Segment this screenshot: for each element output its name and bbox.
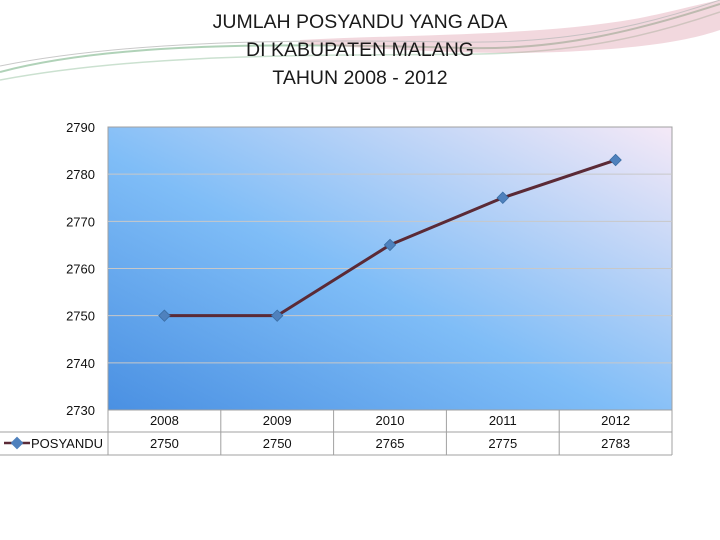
- legend-key-marker: [10, 436, 24, 450]
- y-tick-label-2740: 2740: [66, 356, 95, 371]
- y-tick-label-2790: 2790: [66, 120, 95, 135]
- y-tick-label-2730: 2730: [66, 403, 95, 418]
- table-value-2012: 2783: [601, 436, 630, 451]
- y-axis-tick-labels: 2730 2740 2750 2760 2770 2780 2790: [66, 120, 95, 418]
- data-point-2008: [158, 309, 171, 322]
- table-value-2011: 2775: [488, 436, 517, 451]
- chart-title: JUMLAH POSYANDU YANG ADA DI KABUPATEN MA…: [110, 8, 610, 92]
- decorative-swoosh-grey: [0, 0, 720, 67]
- y-tick-label-2770: 2770: [66, 214, 95, 229]
- x-category-label-2009: 2009: [263, 413, 292, 428]
- gridlines: [108, 173, 672, 364]
- chart-title-line-2: DI KABUPATEN MALANG: [246, 39, 474, 61]
- chart-title-line-1: JUMLAH POSYANDU YANG ADA: [212, 11, 508, 33]
- x-category-label-2010: 2010: [376, 413, 405, 428]
- y-tick-label-2750: 2750: [66, 309, 95, 324]
- x-category-label-2012: 2012: [601, 413, 630, 428]
- x-category-label-2008: 2008: [150, 413, 179, 428]
- chart-title-line-3: TAHUN 2008 - 2012: [272, 67, 448, 89]
- y-tick-label-2780: 2780: [66, 167, 95, 182]
- table-value-2009: 2750: [263, 436, 292, 451]
- data-table: 2008 2009 2010 2011 2012 POSYANDU 2750 2750 2765…: [0, 410, 673, 456]
- decorative-swoosh-pink: [300, 0, 720, 53]
- table-value-2008: 2750: [150, 436, 179, 451]
- data-point-2009: [270, 309, 284, 322]
- x-category-label-2011: 2011: [489, 413, 517, 428]
- y-tick-label-2760: 2760: [66, 262, 95, 277]
- data-point-2012: [609, 153, 622, 167]
- decorative-swoosh-green: [0, 3, 720, 73]
- legend-series-name: POSYANDU: [31, 436, 103, 451]
- data-point-2010: [383, 238, 397, 252]
- table-value-2010: 2765: [376, 436, 405, 451]
- series-posyandu: [158, 153, 622, 322]
- decorative-swoosh-green-2: [0, 11, 720, 81]
- data-point-2011: [496, 191, 510, 204]
